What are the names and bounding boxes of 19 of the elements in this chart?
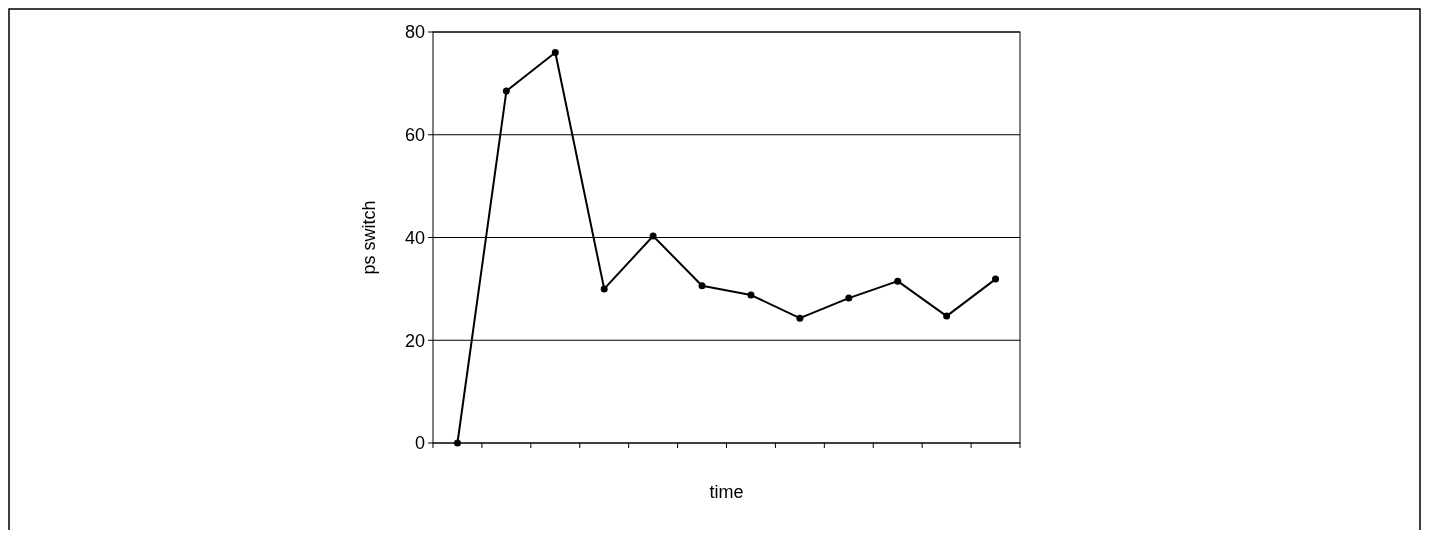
y-tick-label: 60 (404, 125, 425, 146)
point (992, 275, 1000, 283)
point (600, 285, 608, 293)
y-tick-label: 20 (404, 330, 425, 351)
point (796, 314, 804, 322)
point (747, 291, 755, 299)
point (551, 49, 559, 57)
point (698, 282, 706, 290)
y-tick-label: 40 (404, 227, 425, 248)
point (649, 232, 657, 240)
y-tick-label: 0 (414, 433, 425, 454)
point (453, 439, 461, 447)
point (943, 312, 951, 320)
y-tick-label: 80 (404, 22, 425, 43)
point (502, 87, 510, 95)
point (894, 277, 902, 285)
x-axis-title: time (709, 482, 744, 502)
point (845, 294, 853, 302)
y-axis-title: ps switch (359, 200, 379, 275)
